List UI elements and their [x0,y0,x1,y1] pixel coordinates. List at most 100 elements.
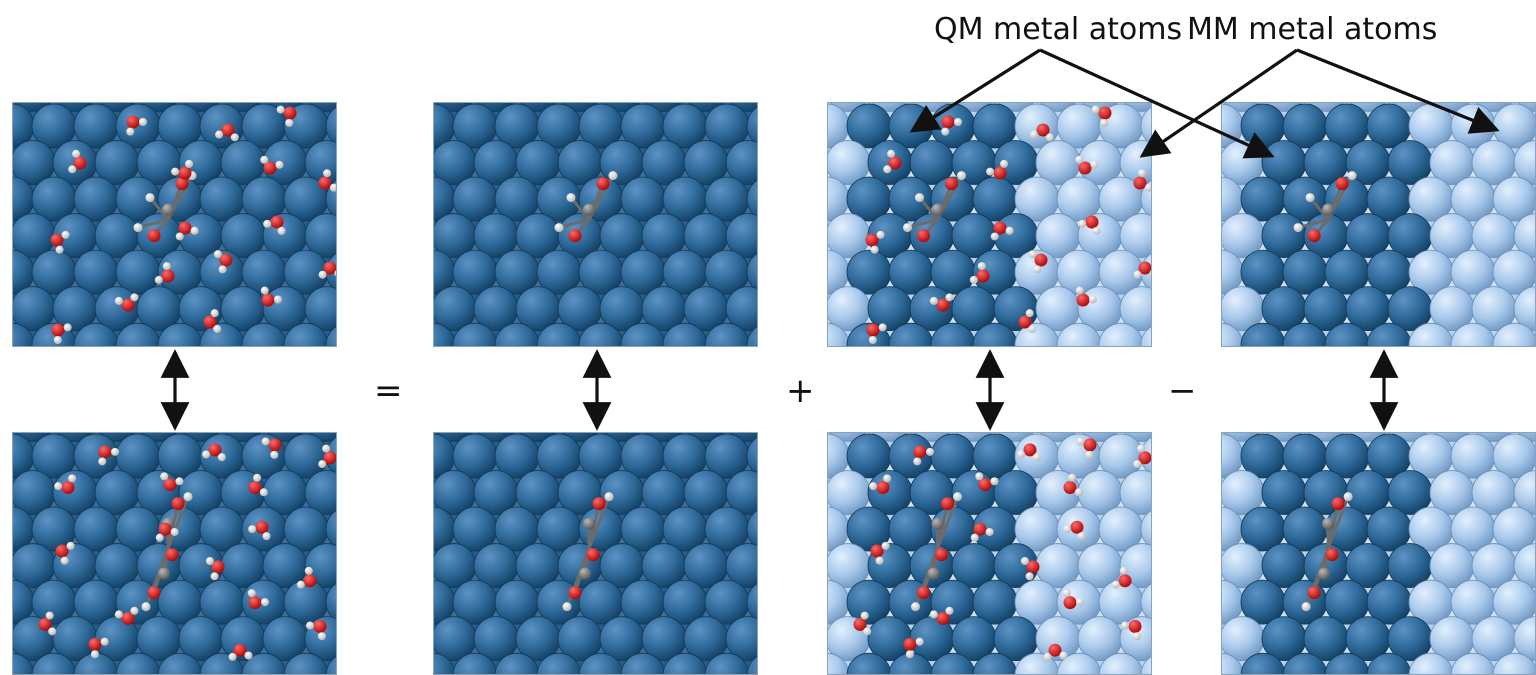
slab-panel-1-bottom [12,432,337,675]
hydrogen-atom [1043,652,1052,661]
oxygen-atom [993,166,1007,180]
oxygen-atom [270,215,284,229]
mm-metal-atom [1517,102,1536,112]
mm-metal-atom [1221,300,1223,317]
water-molecule [1030,123,1054,142]
hydrogen-atom [1090,160,1099,169]
oxygen-atom [38,617,52,631]
qm-metal-atom [725,616,758,662]
mm-metal-atom [1492,506,1536,552]
qm-metal-atom [746,582,758,622]
oxygen-atom [866,323,880,337]
water-molecule [215,123,239,142]
slab-panel-2-top [433,102,778,366]
hydrogen-atom [1077,532,1086,541]
hydrogen-atom [210,309,219,318]
mm-metal-atom [1056,322,1102,347]
water-molecule [970,522,994,542]
qm-metal-atom [494,322,540,347]
hydrogen-atom [68,165,77,174]
hydrogen-atom [868,335,877,344]
oxygen-atom [318,176,332,190]
mm-metal-atom [827,652,850,675]
qm-metal-atom [930,322,976,347]
adsorbate-molecule [911,492,962,612]
carbon-atom [583,517,595,530]
hydrogen-atom [1137,444,1146,453]
water-molecule [98,445,119,466]
hydrogen-atom [141,602,151,612]
qm-metal-atom [452,322,498,347]
hydrogen-atom [55,245,64,254]
subsurface-atom [760,495,778,513]
subsurface-atom [1154,239,1172,257]
oxygen-atom [178,166,192,180]
qm-metal-atom [662,652,708,675]
water-molecule [114,293,139,312]
water-molecule [1075,286,1097,307]
adsorbate-molecule [1301,492,1353,612]
subsurface-atom [487,348,505,366]
qm-metal-atom [308,102,337,112]
oxygen-atom [283,106,297,120]
mm-metal-atom [1098,652,1144,675]
qm-metal-atom [1324,322,1370,347]
oxygen-atom [248,481,262,495]
subsurface-atom [360,129,378,147]
oxygen-atom [261,293,275,307]
subsurface-atom [66,348,84,366]
subsurface-atom [781,459,799,477]
qm-metal-atom [12,154,14,171]
hydrogen-atom [990,477,999,486]
hydrogen-atom [54,482,63,491]
subsurface-atom [108,348,126,366]
qm-metal-atom [725,470,758,515]
qm-metal-atom [729,432,758,442]
oxygen-atom [1331,497,1345,511]
hydrogen-atom [1091,105,1100,114]
subsurface-atom [1317,348,1335,366]
hydrogen-atom [160,472,169,481]
hydrogen-atom [1092,226,1101,235]
hydrogen-atom [213,324,222,333]
hydrogen-atom [139,118,147,126]
qm-metal-atom [1366,322,1412,347]
qm-metal-atom [325,509,337,549]
hydrogen-atom [876,230,885,239]
mm-metal-atom [1119,213,1152,258]
oxygen-atom [917,586,930,600]
hydrogen-atom [98,457,107,466]
hydrogen-atom [114,296,123,305]
water-molecule [228,643,253,661]
mm-metal-atom [1140,325,1152,347]
mm-metal-atom [827,630,829,647]
subsurface-atom [1233,348,1251,366]
water-molecule [68,149,87,174]
mm-metal-atom [827,154,829,171]
hydrogen-atom [1121,621,1130,630]
hydrogen-atom [260,286,269,295]
subsurface-atom [1175,202,1193,220]
hydrogen-atom [1062,589,1071,598]
hydrogen-atom [155,533,164,542]
oxygen-atom [993,221,1007,235]
oxygen-atom [178,221,192,235]
carbon-atom [931,203,944,216]
water-molecule [318,444,337,469]
oxygen-atom [936,298,950,312]
plus-operator: + [786,371,815,411]
oxygen-atom [51,323,65,337]
subsurface-atom [760,165,778,183]
hydrogen-atom [915,637,924,646]
water-molecule [126,115,147,136]
mm-metal-atom [1221,652,1244,675]
qm-metal-atom [725,286,758,332]
oxygen-atom [935,548,948,562]
hydrogen-atom [1075,286,1084,295]
subsurface-atom [1443,348,1461,366]
qm-metal-atom [972,652,1018,675]
mm-metal-atom [1140,655,1152,675]
hydrogen-atom [903,223,912,233]
water-molecule [88,637,109,659]
oxygen-atom [941,115,955,129]
